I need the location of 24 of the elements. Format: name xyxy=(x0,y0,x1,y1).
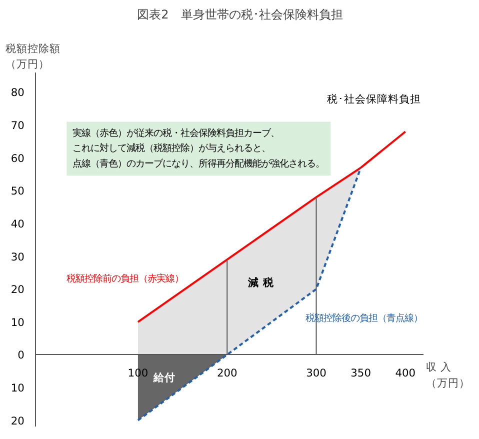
y-tick-label: 0 xyxy=(18,348,25,362)
annotation: 実線（赤色）が従来の税・社会保険料負担カーブ、これに対して減税（税額控除）が与えられると、点線（青色）のカーブになり、所得再分配機能が強化される。 xyxy=(72,128,325,170)
x-tick-label: 300 xyxy=(306,366,327,380)
x-tick-label: 350 xyxy=(350,366,372,380)
y-tick-label: 20 xyxy=(10,283,25,296)
y-tick-label: 70 xyxy=(10,119,25,132)
x-axis-title: 収 入（万円） xyxy=(426,360,470,390)
series-label: 税額控除前の負担（赤実線） xyxy=(66,274,184,285)
y-tick-label: 60 xyxy=(10,152,25,165)
x-tick-label: 400 xyxy=(395,366,416,380)
y-tick-label: 80 xyxy=(10,86,25,100)
y-tick-label: 10 xyxy=(10,382,25,395)
y-tick-label: 50 xyxy=(10,184,25,198)
x-tick-label: 100 xyxy=(128,366,148,380)
chart-title: 図表2 単身世帯の税･社会保険料負担 xyxy=(137,8,343,22)
annotation: 税･社会保障料負担 xyxy=(327,92,422,106)
x-tick-label: 200 xyxy=(216,366,238,380)
y-tick-label: 30 xyxy=(10,250,25,264)
y-tick-label: 40 xyxy=(10,217,25,230)
y-tick-label: 10 xyxy=(10,316,25,329)
annotation: 減 税 xyxy=(247,276,275,290)
annotation: 給付 xyxy=(152,371,176,384)
y-axis-title: 税額控除額（万円） xyxy=(6,42,60,71)
y-tick-label: 20 xyxy=(10,414,25,428)
